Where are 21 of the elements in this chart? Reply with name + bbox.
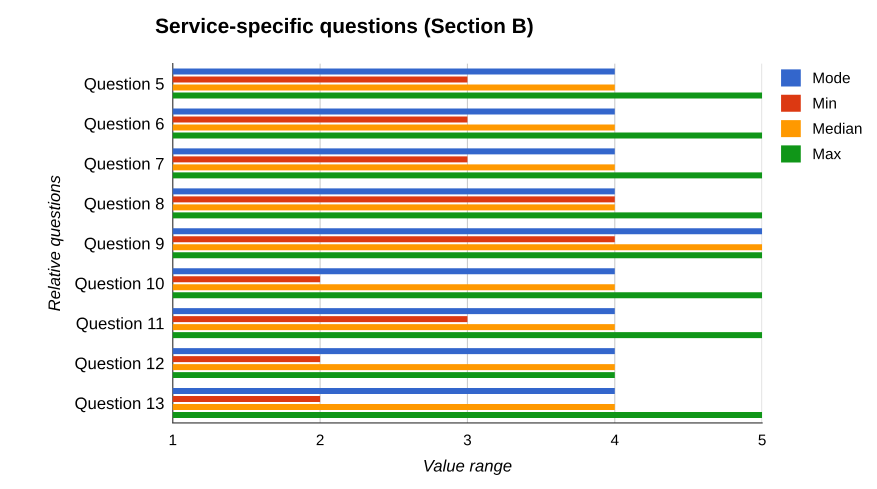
x-tick-label: 2	[316, 434, 324, 446]
x-tick-label: 4	[610, 434, 619, 446]
y-tick-label: Question 5	[84, 78, 164, 93]
x-tick-label: 5	[758, 434, 766, 446]
legend-label: Max	[814, 148, 842, 160]
legend-label: Min	[814, 97, 836, 108]
legend-label: Median	[814, 122, 862, 134]
y-axis-title: Relative questions	[48, 176, 64, 311]
x-tick-label: 1	[170, 434, 176, 446]
legend-label: Mode	[814, 72, 850, 84]
y-tick-label: Question 6	[84, 117, 164, 133]
y-tick-label: Question 9	[84, 237, 164, 252]
y-tick-label: Question 8	[84, 197, 164, 213]
y-tick-label: Question 13	[75, 396, 164, 412]
chart-title: Service-specific questions (Section B)	[156, 18, 533, 38]
x-axis-title: Value range	[424, 459, 512, 475]
y-tick-label: Question 10	[75, 277, 164, 292]
x-tick-label: 3	[464, 434, 472, 446]
y-tick-label: Question 12	[75, 357, 164, 372]
y-tick-label: Question 11	[76, 317, 164, 332]
y-tick-label: Question 7	[84, 157, 164, 173]
